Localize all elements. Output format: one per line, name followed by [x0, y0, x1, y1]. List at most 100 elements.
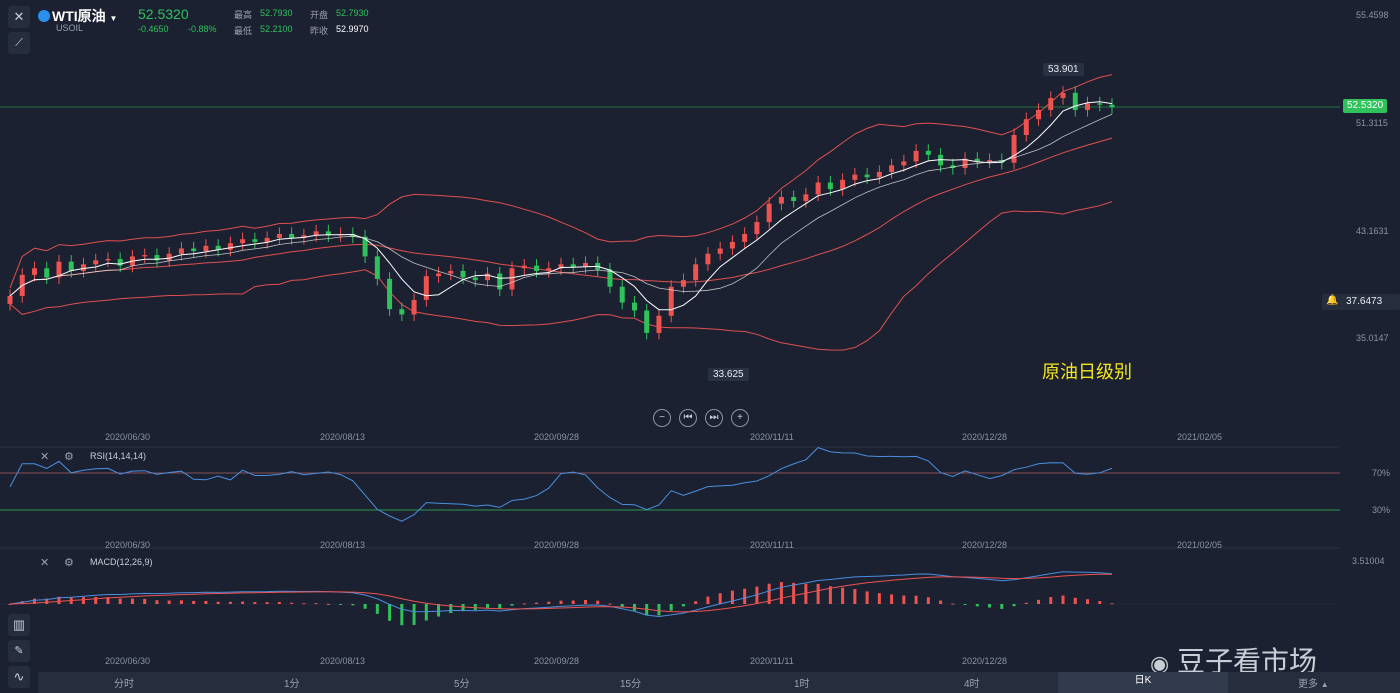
scroll-start-button[interactable]: ⏮ [679, 409, 697, 427]
low-label: 最低 [234, 26, 253, 36]
macd-bar [963, 604, 967, 605]
macd-bar [228, 601, 232, 604]
candle [570, 264, 576, 267]
ma5-line [9, 101, 1113, 311]
candle [680, 280, 686, 287]
tf-5[interactable]: 1时 [794, 679, 810, 690]
macd-bar [681, 604, 685, 607]
macd-bar [559, 600, 563, 604]
tf-1[interactable]: 分时 [114, 679, 134, 690]
prev-close-value: 52.9970 [336, 24, 369, 34]
macd-bar [1098, 601, 1102, 604]
macd-bar [400, 604, 404, 626]
macd-bar [816, 583, 820, 604]
macd-bar [130, 598, 134, 604]
chart-note: 原油日级别 [1042, 362, 1132, 382]
macd-bar [779, 582, 783, 604]
pen-icon[interactable]: ✎ [8, 640, 30, 662]
tf-3[interactable]: 5分 [454, 679, 470, 690]
open-label: 开盘 [310, 10, 329, 20]
candle [754, 222, 760, 234]
candle [1060, 92, 1066, 99]
candle [534, 265, 540, 271]
macd-bar [988, 604, 992, 608]
candle [240, 239, 246, 244]
macd-dif-line [9, 571, 1113, 618]
macd-bar [155, 600, 159, 604]
indicator-icon[interactable]: ▥ [8, 614, 30, 636]
tf-more[interactable]: 更多 ▲ [1298, 679, 1329, 690]
macd-bar [351, 604, 355, 606]
macd-bar [437, 604, 441, 617]
date-label: 2020/08/13 [320, 432, 366, 442]
close-rsi-icon[interactable]: ✕ [40, 451, 50, 463]
date-label: 2020/12/28 [962, 656, 1008, 666]
macd-bar [1049, 597, 1053, 604]
candle [93, 260, 99, 265]
date-label: 2020/11/11 [750, 540, 794, 550]
zoom-in-button[interactable]: + [731, 409, 749, 427]
last-price: 52.5320 [138, 6, 189, 22]
tf-4[interactable]: 15分 [620, 679, 642, 690]
macd-bar [302, 603, 306, 605]
macd-bar [1000, 604, 1004, 609]
weibo-icon: ◉ [1150, 651, 1170, 676]
macd-bar [535, 602, 539, 604]
candle [631, 302, 637, 311]
macd-bar [461, 604, 465, 612]
candle [105, 259, 111, 261]
date-label: 2020/06/30 [105, 540, 151, 550]
macd-bar [547, 601, 551, 604]
candle [999, 160, 1005, 163]
candle [546, 268, 552, 271]
candle [901, 161, 907, 166]
macd-bar [412, 604, 416, 625]
low-marker: 33.625 [708, 368, 749, 381]
macd-bar [877, 593, 881, 604]
zoom-out-button[interactable]: − [653, 409, 671, 427]
candle [778, 197, 784, 204]
tf-7[interactable]: 日K [1058, 672, 1228, 693]
candle [313, 231, 319, 236]
scroll-end-button[interactable]: ⏭ [705, 409, 723, 427]
alert-price-value: 37.6473 [1346, 296, 1383, 307]
macd-bar [669, 604, 673, 611]
candle [656, 315, 662, 333]
macd-bar [179, 600, 183, 604]
bollinger-upper [9, 74, 1113, 289]
macd-bar [118, 598, 122, 604]
date-label: 2020/06/30 [105, 432, 151, 442]
macd-bar [718, 593, 722, 604]
candle [974, 158, 980, 162]
draw-tool-icon[interactable]: ⟋ [8, 32, 30, 54]
candle [558, 264, 564, 269]
macd-bar [706, 596, 710, 604]
chart-canvas[interactable] [0, 0, 1340, 672]
settings-rsi-icon[interactable]: ⚙ [64, 451, 74, 463]
macd-bar [1086, 599, 1090, 604]
settings-macd-icon[interactable]: ⚙ [64, 557, 74, 569]
candle [987, 160, 993, 162]
macd-bar [596, 600, 600, 604]
candle [7, 295, 13, 304]
close-macd-icon[interactable]: ✕ [40, 557, 50, 569]
candle [44, 268, 50, 278]
macd-bar [975, 604, 979, 607]
candle [252, 239, 258, 242]
candle [460, 270, 466, 278]
tf-6[interactable]: 4时 [964, 679, 980, 690]
candle [362, 236, 368, 257]
trend-icon[interactable]: ∿ [8, 666, 30, 688]
open-value: 52.7930 [336, 8, 369, 18]
macd-bar [902, 595, 906, 604]
candle [509, 268, 515, 290]
macd-bar [914, 595, 918, 604]
close-button[interactable]: ✕ [8, 6, 30, 28]
macd-label: MACD(12,26,9) [90, 557, 153, 567]
tf-2[interactable]: 1分 [284, 679, 300, 690]
symbol-selector[interactable]: WTI原油 ▼ [52, 6, 117, 26]
candle [791, 197, 797, 201]
candle [472, 277, 478, 281]
alert-price-marker[interactable]: 🔔 37.6473 [1322, 294, 1400, 310]
timeframe-bar: 分时 1分 5分 15分 1时 4时 日K 更多 ▲ [38, 672, 1400, 693]
